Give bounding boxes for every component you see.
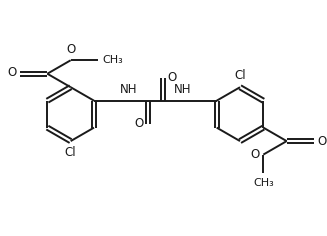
Text: O: O <box>134 117 143 130</box>
Text: O: O <box>167 71 177 84</box>
Text: Cl: Cl <box>65 146 77 159</box>
Text: CH₃: CH₃ <box>102 55 123 65</box>
Text: O: O <box>250 148 260 161</box>
Text: Cl: Cl <box>234 69 246 82</box>
Text: CH₃: CH₃ <box>253 178 274 188</box>
Text: NH: NH <box>120 83 137 96</box>
Text: O: O <box>66 43 75 56</box>
Text: NH: NH <box>174 83 191 96</box>
Text: O: O <box>7 66 17 79</box>
Text: O: O <box>318 135 327 148</box>
